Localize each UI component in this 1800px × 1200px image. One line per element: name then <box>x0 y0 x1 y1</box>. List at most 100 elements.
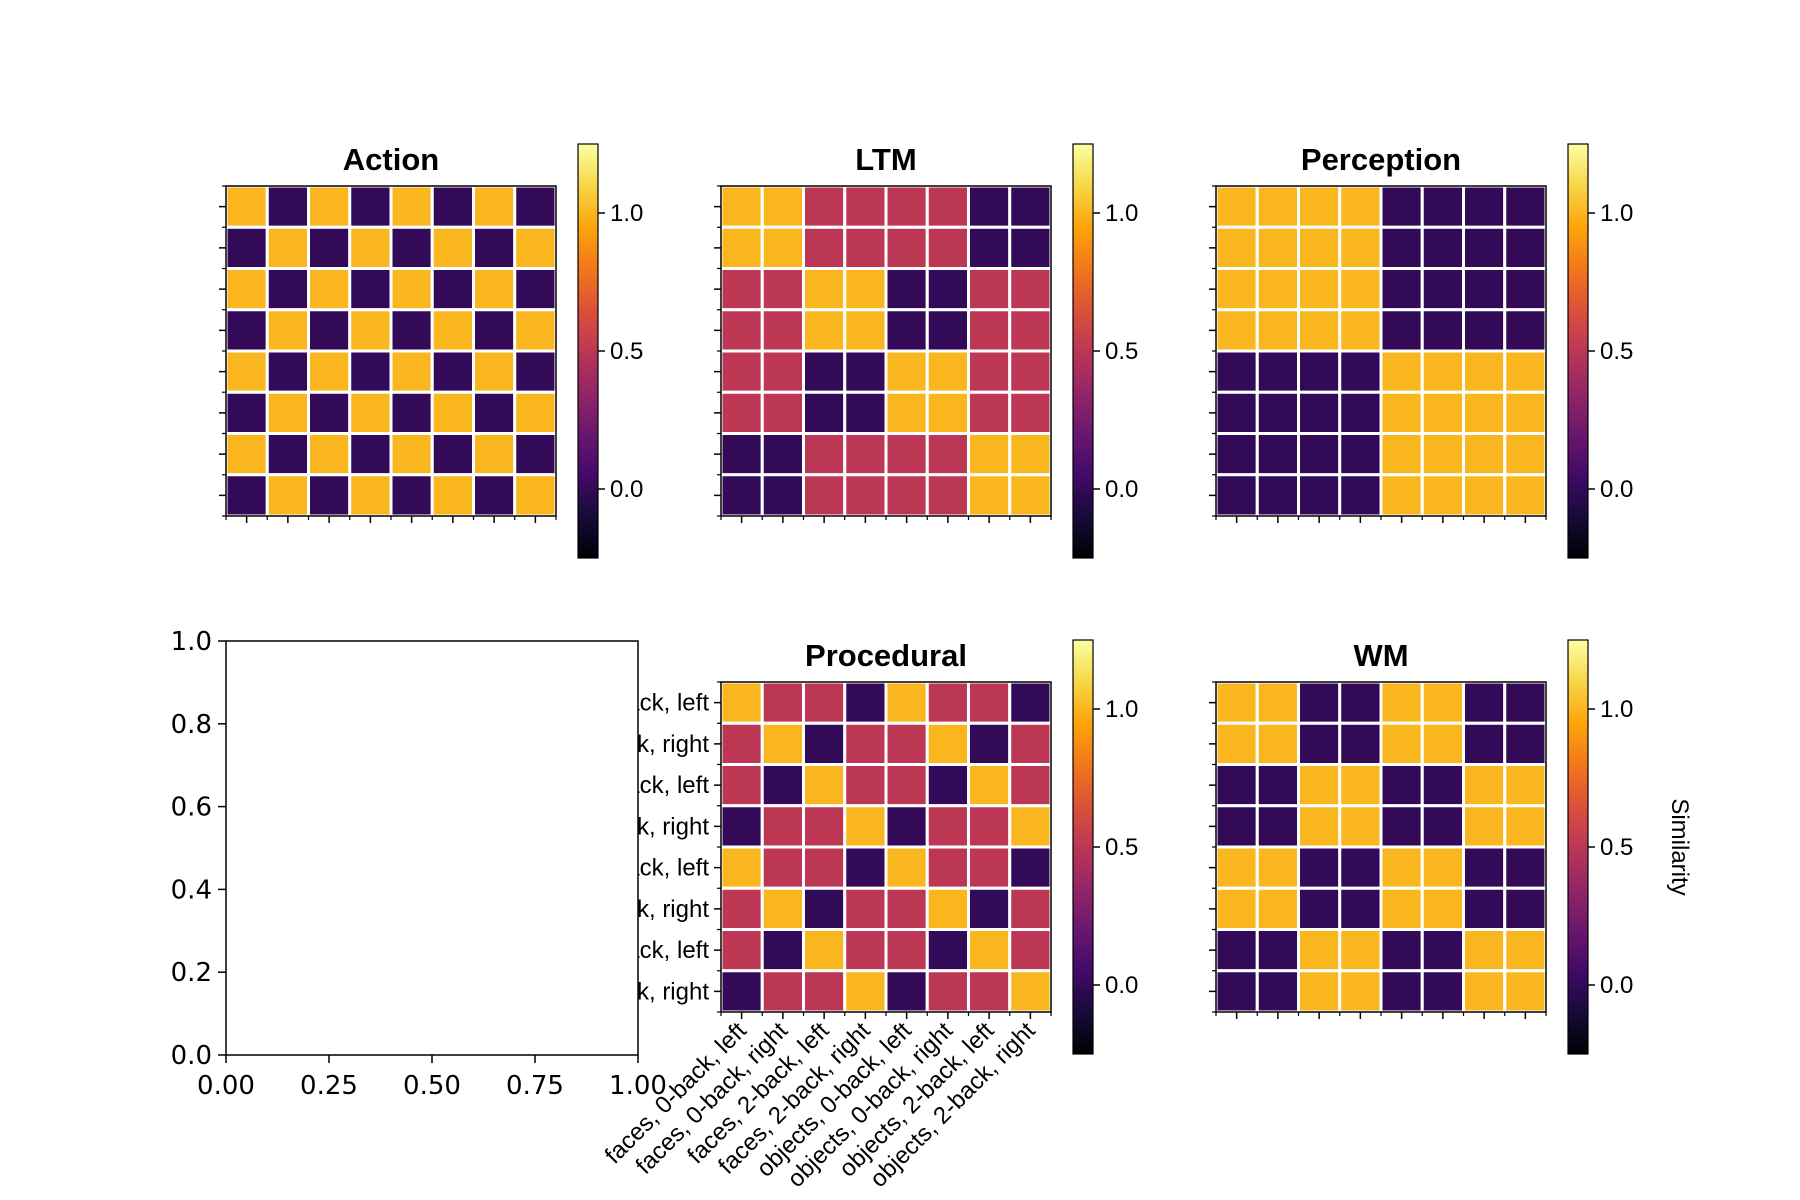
heatmap-cell <box>1008 432 1053 477</box>
heatmap-cell <box>843 680 888 725</box>
heatmap-cell <box>1255 845 1300 890</box>
heatmap-cell <box>1008 886 1053 931</box>
heatmap-cell <box>348 225 393 270</box>
heatmap-cell <box>307 225 352 270</box>
heatmap-cell <box>1503 969 1548 1014</box>
heatmap-cell <box>925 267 970 312</box>
heatmap-cell <box>265 308 310 353</box>
heatmap-cell <box>719 928 764 973</box>
heatmap-cell <box>1214 225 1259 270</box>
heatmap-cell <box>884 308 929 353</box>
heatmap-cell <box>224 184 269 229</box>
heatmap-cell <box>389 390 434 435</box>
heatmap-cell <box>1214 308 1259 353</box>
heatmap-cell <box>1503 225 1548 270</box>
heatmap-cell <box>224 267 269 312</box>
heatmap-cell <box>802 969 847 1014</box>
heatmap-cell <box>1297 721 1342 766</box>
heatmap-cell <box>389 349 434 394</box>
heatmap-cell <box>389 225 434 270</box>
heatmap-cell <box>760 763 805 808</box>
heatmap-cell <box>1462 473 1507 518</box>
heatmap-cell <box>472 349 517 394</box>
heatmap-title-wm: WM <box>1353 638 1408 673</box>
heatmap-cell <box>1214 680 1259 725</box>
heatmap-cell <box>1297 886 1342 931</box>
heatmap-cell <box>884 845 929 890</box>
heatmap-cell <box>1338 432 1383 477</box>
heatmap-cell <box>1420 225 1465 270</box>
heatmap-cell <box>472 308 517 353</box>
heatmap-cell <box>430 225 475 270</box>
heatmap-cell <box>802 680 847 725</box>
heatmap-cell <box>1008 308 1053 353</box>
heatmap-panel: WM 0.0 0.5 1.0 Similarity <box>1209 638 1693 1055</box>
heatmap-cell <box>802 845 847 890</box>
heatmap-cell <box>719 308 764 353</box>
heatmap-cell <box>760 349 805 394</box>
heatmap-cell <box>719 804 764 849</box>
colorbar-tick-label: 0.5 <box>610 338 643 365</box>
heatmap-cell <box>802 308 847 353</box>
heatmap-cell <box>472 225 517 270</box>
heatmap-cell <box>1379 969 1424 1014</box>
heatmap-cell <box>1255 308 1300 353</box>
heatmap-cell <box>843 267 888 312</box>
heatmap-cell <box>843 432 888 477</box>
heatmap-cell <box>1462 267 1507 312</box>
heatmap-cell <box>843 473 888 518</box>
heatmap-cell <box>925 349 970 394</box>
heatmap-cell <box>1255 804 1300 849</box>
heatmap-cell <box>1297 845 1342 890</box>
heatmap-cell <box>760 432 805 477</box>
heatmap-cell <box>1462 349 1507 394</box>
heatmap-cell <box>307 432 352 477</box>
heatmap-cell <box>967 390 1012 435</box>
colorbar-label: Similarity <box>1666 798 1693 895</box>
heatmap-cell <box>884 763 929 808</box>
heatmap-cell <box>1462 804 1507 849</box>
heatmap-cell <box>1462 721 1507 766</box>
heatmap-cell <box>1338 969 1383 1014</box>
heatmap-cell <box>1379 473 1424 518</box>
heatmap-cell <box>1338 886 1383 931</box>
heatmap-cell <box>1379 886 1424 931</box>
heatmap-cell <box>802 390 847 435</box>
heatmap-cell <box>1503 390 1548 435</box>
heatmap-cell <box>925 886 970 931</box>
heatmap-cell <box>1297 969 1342 1014</box>
heatmap-cell <box>967 184 1012 229</box>
x-axis-tick-label: 0.50 <box>403 1071 461 1101</box>
y-axis-tick-label: 0.2 <box>171 958 212 988</box>
heatmap-cell <box>430 267 475 312</box>
heatmap-cell <box>513 390 558 435</box>
heatmap-cell <box>307 267 352 312</box>
heatmap-cell <box>1420 763 1465 808</box>
heatmap-cell <box>925 969 970 1014</box>
heatmap-title-action: Action <box>343 142 439 177</box>
empty-axes-frame <box>225 640 639 1056</box>
heatmap-cell <box>224 390 269 435</box>
heatmap-cell <box>925 680 970 725</box>
heatmap-cell <box>719 721 764 766</box>
heatmap-cell <box>967 432 1012 477</box>
colorbar-tick-label: 1.0 <box>1600 696 1633 723</box>
heatmap-cell <box>925 804 970 849</box>
heatmap-cell <box>967 804 1012 849</box>
heatmap-cell <box>760 308 805 353</box>
heatmap-cell <box>1462 390 1507 435</box>
heatmap-cell <box>472 390 517 435</box>
heatmap-cell <box>760 845 805 890</box>
heatmap-cell <box>1214 845 1259 890</box>
heatmap-cell <box>967 267 1012 312</box>
heatmap-cell <box>1008 763 1053 808</box>
heatmap-cell <box>389 473 434 518</box>
heatmap-cell <box>513 349 558 394</box>
heatmap-cell <box>760 680 805 725</box>
heatmap-cell <box>719 432 764 477</box>
heatmap-cell <box>430 473 475 518</box>
heatmap-cell <box>1503 349 1548 394</box>
heatmap-cell <box>1420 349 1465 394</box>
heatmap-cell <box>513 473 558 518</box>
heatmap-cell <box>224 473 269 518</box>
